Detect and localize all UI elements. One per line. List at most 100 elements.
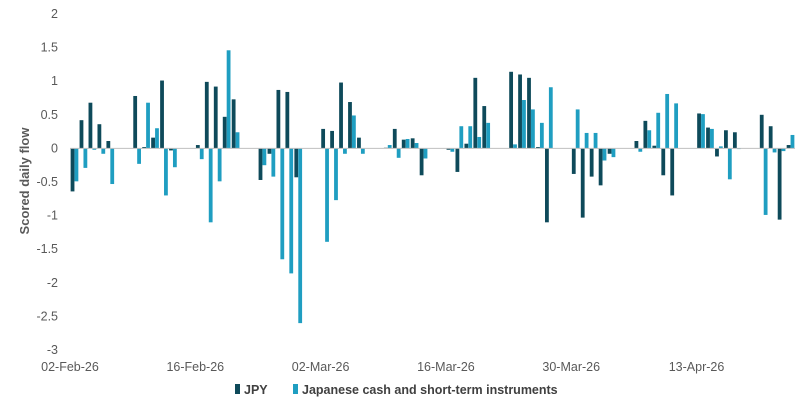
cash-bar <box>343 148 347 154</box>
jpy-bar <box>509 71 514 149</box>
cash-bar <box>602 148 607 161</box>
cash-bar <box>539 122 544 149</box>
cash-bar <box>199 148 204 160</box>
x-tick-label: 16-Mar-26 <box>417 360 475 374</box>
jpy-bar <box>571 148 576 174</box>
x-tick-label: 16-Feb-26 <box>166 360 224 374</box>
jpy-bar <box>661 148 666 176</box>
cash-bar <box>164 148 168 196</box>
cash-bar <box>468 126 473 149</box>
legend-label-cash: Japanese cash and short-term instruments <box>302 383 558 397</box>
jpy-bar <box>151 137 155 149</box>
cash-bar <box>611 148 616 158</box>
jpy-bar <box>419 148 424 176</box>
jpy-bar <box>527 77 531 149</box>
y-axis-ticks: 2 1.5 1 0.5 0 -0.5 -1 -1.5 -2 -2.5 -3 <box>36 7 58 357</box>
jpy-bar <box>580 148 585 218</box>
jpy-bar <box>169 148 173 151</box>
jpy-bar <box>222 116 227 149</box>
jpy-bar <box>518 74 522 149</box>
jpy-bar <box>464 143 469 149</box>
cash-bar <box>414 143 419 149</box>
cash-bar <box>763 148 768 215</box>
jpy-bar <box>652 145 657 149</box>
cash-bar <box>226 50 231 149</box>
series-cash <box>74 50 795 324</box>
cash-bar <box>208 148 213 223</box>
jpy-bar <box>267 148 272 154</box>
cash-bar <box>656 112 661 149</box>
jpy-bar <box>777 148 782 220</box>
cash-bar <box>262 148 267 166</box>
legend-swatch-jpy <box>235 384 240 394</box>
cash-bar <box>638 148 643 152</box>
cash-bar <box>513 144 517 149</box>
y-tick-label: 1 <box>51 74 58 88</box>
cash-bar <box>351 115 356 149</box>
jpy-bar <box>482 106 487 149</box>
cash-bar <box>137 148 141 164</box>
x-tick-label: 02-Feb-26 <box>41 360 99 374</box>
legend: JPY Japanese cash and short-term instrume… <box>235 383 558 397</box>
y-tick-label: -1.5 <box>36 242 58 256</box>
cash-bar <box>172 148 177 168</box>
jpy-bar <box>276 89 281 149</box>
cash-bar <box>92 148 97 150</box>
jpy-bar <box>634 141 639 149</box>
cash-bar <box>450 148 455 152</box>
jpy-bar <box>401 139 406 149</box>
cash-bar <box>325 148 329 242</box>
legend-label-jpy: JPY <box>244 383 268 397</box>
cash-bar <box>718 146 723 149</box>
jpy-bar <box>160 80 164 149</box>
jpy-bar <box>536 147 540 149</box>
jpy-bar <box>732 132 737 149</box>
jpy-bar <box>195 145 200 149</box>
jpy-bar <box>697 113 701 149</box>
cash-bar <box>271 148 276 177</box>
cash-bar <box>110 148 115 185</box>
jpy-bar <box>330 130 334 149</box>
jpy-bar <box>106 141 111 149</box>
cash-bar <box>727 148 732 180</box>
y-tick-label: -3 <box>47 343 58 357</box>
cash-bar <box>146 102 150 149</box>
jpy-bar <box>357 137 361 149</box>
cash-bar <box>83 148 88 168</box>
jpy-bar <box>643 120 648 149</box>
cash-bar <box>781 148 786 152</box>
cash-bar <box>334 148 338 201</box>
cash-bar <box>522 100 526 149</box>
jpy-bar <box>759 114 764 149</box>
y-axis-title: Scored daily flow <box>17 127 32 235</box>
cash-bar <box>289 148 294 274</box>
jpy-bar <box>79 120 84 149</box>
y-tick-label: 0.5 <box>41 108 58 122</box>
cash-bar <box>155 128 159 149</box>
jpy-bar <box>545 148 549 223</box>
jpy-bar <box>339 82 343 149</box>
jpy-bar <box>598 148 603 186</box>
legend-swatch-cash <box>293 384 298 394</box>
x-axis-ticks: 02-Feb-26 16-Feb-26 02-Mar-26 16-Mar-26 30-M… <box>41 360 724 374</box>
cash-bar <box>647 130 652 149</box>
jpy-bar <box>213 86 218 149</box>
cash-bar <box>101 148 106 154</box>
jpy-bar <box>285 91 290 149</box>
jpy-bar <box>786 145 791 149</box>
jpy-bar <box>706 127 710 149</box>
cash-bar <box>477 136 482 149</box>
cash-bar <box>548 87 553 149</box>
cash-bar <box>701 114 705 149</box>
jpy-bar <box>473 77 478 149</box>
cash-bar <box>280 148 285 260</box>
y-tick-label: 0 <box>51 141 58 155</box>
cash-bar <box>459 126 464 149</box>
jpy-bar <box>455 148 460 172</box>
cash-bar <box>531 109 535 149</box>
jpy-bar <box>142 147 147 149</box>
cash-bar <box>405 138 410 149</box>
